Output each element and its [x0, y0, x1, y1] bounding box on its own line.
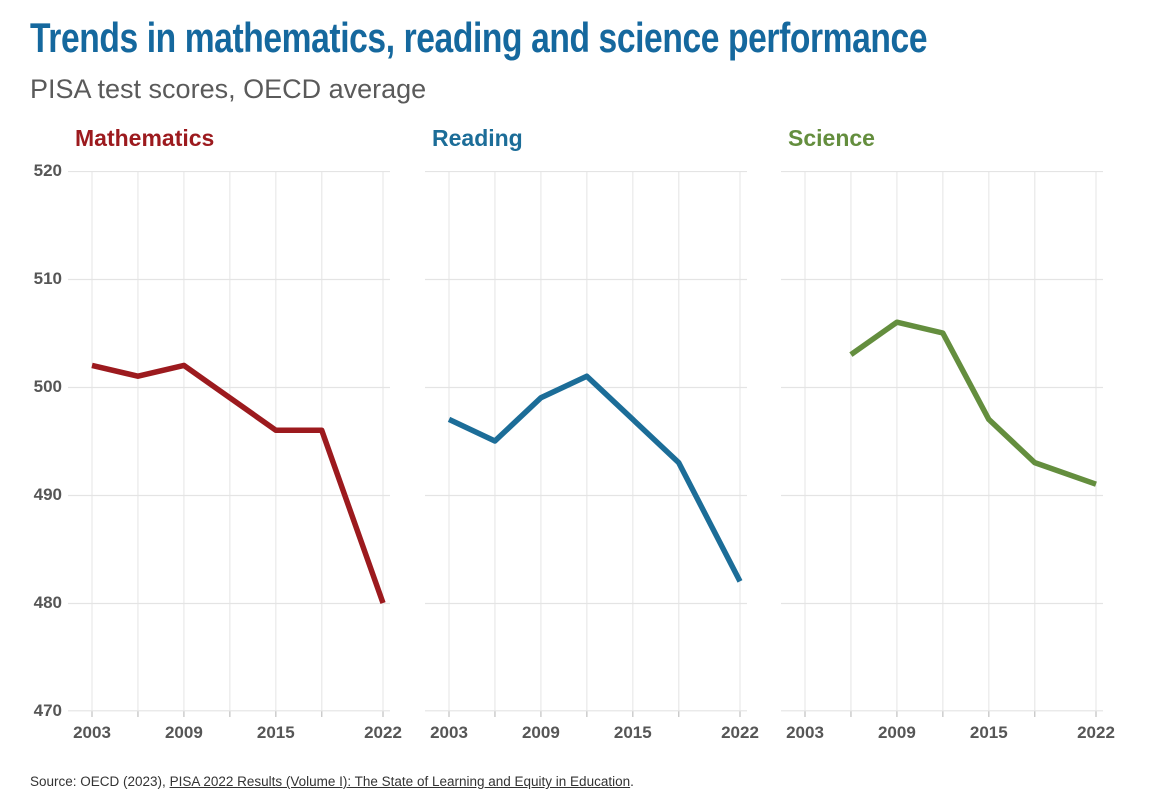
- panel-title-mathematics: Mathematics: [75, 125, 215, 151]
- panel-science: Science 2003 2009 2015 2022: [781, 125, 1115, 773]
- x-axis-tick-label: 2022: [721, 723, 759, 742]
- x-axis-tick-label: 2022: [364, 723, 402, 742]
- x-axis-tick-label: 2015: [613, 723, 652, 742]
- x-axis-tick-label: 2009: [521, 723, 560, 742]
- chart-subtitle: PISA test scores, OECD average: [30, 74, 427, 104]
- x-axis-tick-label: 2003: [786, 723, 824, 742]
- reading-trend-line: [447, 373, 743, 583]
- source-prefix: Source: OECD (2023),: [30, 774, 170, 789]
- y-axis-tick-label: 500: [33, 377, 62, 396]
- panel-title-reading: Reading: [432, 125, 523, 151]
- mathematics-trend-line: [91, 362, 386, 604]
- x-axis-tick-label: 2009: [877, 723, 916, 742]
- source-link[interactable]: PISA 2022 Results (Volume I): The State …: [169, 774, 631, 789]
- source-suffix: .: [630, 774, 634, 789]
- plot-area: [68, 171, 390, 717]
- plot-area: [425, 171, 747, 717]
- x-axis-tick-label: 2003: [430, 723, 468, 742]
- panel-title-science: Science: [788, 125, 875, 151]
- x-axis-tick-label: 2003: [73, 723, 111, 742]
- y-axis-tick-label: 480: [33, 593, 62, 612]
- x-axis-tick-label: 2015: [256, 723, 295, 742]
- page-title: Trends in mathematics, reading and scien…: [30, 14, 928, 61]
- panel-mathematics: Mathematics 2003 2009 2015 2022: [68, 125, 402, 773]
- x-axis-tick-label: 2022: [1077, 723, 1115, 742]
- x-axis-tick-label: 2009: [164, 723, 203, 742]
- science-trend-line: [849, 319, 1097, 487]
- plot-area: [781, 171, 1103, 717]
- y-axis-tick-label: 490: [33, 485, 62, 504]
- y-axis-tick-label: 470: [33, 701, 62, 720]
- x-axis-tick-label: 2015: [969, 723, 1008, 742]
- source-line: Source: OECD (2023), PISA 2022 Results (…: [30, 774, 634, 789]
- y-axis-tick-label: 520: [33, 161, 62, 180]
- panel-reading: Reading 2003 2009 2015 2022: [425, 125, 759, 773]
- y-axis-tick-label: 510: [33, 269, 62, 288]
- y-axis-labels: 520 510 500 490 480 470: [22, 161, 62, 720]
